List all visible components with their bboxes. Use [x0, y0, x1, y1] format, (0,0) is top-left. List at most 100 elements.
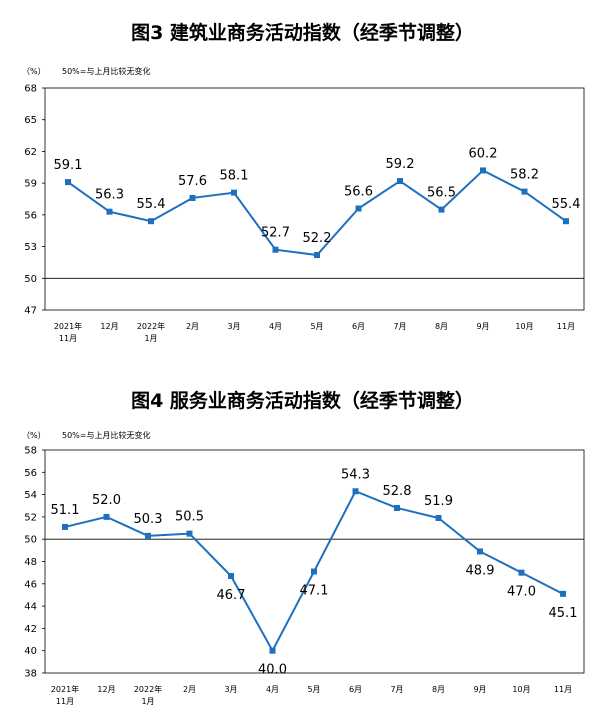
- x-tick-label: 12月: [97, 685, 115, 694]
- y-tick-label: 47: [24, 306, 37, 317]
- data-point: [106, 208, 113, 215]
- x-tick-label: 3月: [224, 685, 237, 694]
- data-label: 52.2: [303, 231, 332, 246]
- chart-1-unit: （%）: [22, 67, 46, 76]
- x-tick-label: 2022年: [134, 684, 162, 694]
- x-tick-label: 7月: [393, 322, 406, 331]
- data-label: 56.3: [95, 188, 124, 203]
- data-point: [148, 218, 154, 225]
- data-point: [272, 246, 279, 253]
- x-tick-label: 5月: [310, 322, 323, 331]
- data-label: 54.3: [341, 467, 370, 482]
- y-tick-label: 62: [24, 147, 37, 158]
- x-tick-label: 7月: [390, 685, 403, 694]
- data-point: [397, 178, 403, 185]
- data-point: [231, 189, 237, 196]
- data-point: [435, 515, 442, 522]
- y-tick-label: 59: [24, 179, 37, 190]
- x-tick-label: 9月: [476, 322, 489, 331]
- data-point: [186, 530, 193, 537]
- data-label: 50.5: [175, 510, 204, 525]
- data-point: [521, 188, 528, 195]
- data-point: [189, 194, 196, 201]
- x-tick-label: 6月: [352, 322, 365, 331]
- chart-2-plot: 38 40 42 44 46 48 50 52 54 56 58 2021年 11月 12月 2022年 1月…: [24, 446, 585, 706]
- data-label: 48.9: [466, 563, 495, 578]
- data-label: 47.1: [300, 584, 329, 599]
- x-tick-label: 5月: [307, 685, 320, 694]
- x-tick-label: 9月: [473, 685, 486, 694]
- data-label: 51.9: [424, 494, 453, 509]
- x-tick-label: 6月: [349, 685, 362, 694]
- x-tick-label: 8月: [432, 685, 445, 694]
- data-label: 56.6: [344, 185, 373, 200]
- data-point: [477, 548, 483, 555]
- y-tick-label: 50: [24, 274, 37, 285]
- y-tick-label: 38: [24, 669, 37, 680]
- data-label: 58.1: [220, 169, 249, 184]
- x-tick-label: 11月: [557, 322, 575, 331]
- y-tick-label: 53: [24, 242, 37, 253]
- data-point: [145, 532, 151, 539]
- data-label: 57.6: [178, 174, 207, 189]
- x-tick-label: 12月: [100, 322, 118, 331]
- x-tick-label: 11月: [56, 697, 74, 706]
- data-label: 40.0: [258, 663, 287, 678]
- y-tick-label: 50: [24, 535, 37, 546]
- data-label: 52.0: [92, 493, 121, 508]
- data-point: [311, 568, 317, 575]
- data-label: 47.0: [507, 585, 536, 600]
- data-label: 59.1: [54, 158, 83, 173]
- y-tick-label: 44: [24, 602, 37, 613]
- y-tick-label: 52: [24, 512, 37, 523]
- data-label: 52.8: [383, 484, 412, 499]
- y-tick-label: 46: [24, 579, 37, 590]
- x-tick-label: 2月: [186, 322, 199, 331]
- x-tick-label: 1月: [144, 334, 157, 343]
- data-point: [560, 590, 566, 597]
- chart-1-plot: 47 50 53 56 59 62 65 68 2021年 11月 12月 2022年 1月 2月 3月 4月…: [24, 84, 585, 343]
- data-point: [355, 205, 362, 212]
- data-point: [394, 504, 400, 511]
- data-point: [62, 523, 68, 530]
- x-tick-label: 4月: [266, 685, 279, 694]
- y-tick-label: 58: [24, 446, 37, 457]
- data-point: [480, 167, 486, 174]
- data-label: 46.7: [217, 588, 246, 603]
- x-tick-label: 2月: [183, 685, 196, 694]
- x-tick-label: 11月: [554, 685, 572, 694]
- chart-1-note: 50%=与上月比较无变化: [62, 67, 151, 76]
- chart-2-title: 图4 服务业商务活动指数（经季节调整）: [131, 390, 474, 412]
- x-tick-label: 2021年: [51, 684, 79, 694]
- plot-frame: [44, 87, 585, 311]
- y-tick-label: 68: [24, 84, 37, 95]
- x-tick-label: 11月: [59, 334, 77, 343]
- data-point: [103, 513, 110, 520]
- data-point: [438, 206, 445, 213]
- data-label: 55.4: [552, 197, 581, 212]
- data-label: 52.7: [261, 226, 290, 241]
- data-label: 56.5: [427, 186, 456, 201]
- y-tick-label: 56: [24, 468, 37, 479]
- y-tick-label: 48: [24, 557, 37, 568]
- data-point: [269, 647, 276, 654]
- x-tick-label: 2022年: [137, 321, 165, 331]
- data-label: 55.4: [137, 197, 166, 212]
- data-point: [518, 569, 525, 576]
- data-point: [563, 218, 569, 225]
- y-tick-label: 65: [24, 115, 37, 126]
- data-label: 45.1: [549, 606, 578, 621]
- data-point: [65, 179, 71, 186]
- x-tick-label: 2021年: [54, 321, 82, 331]
- x-tick-label: 8月: [435, 322, 448, 331]
- plot-frame: [44, 449, 585, 674]
- chart-2-unit: （%）: [22, 431, 46, 440]
- x-tick-label: 4月: [269, 322, 282, 331]
- y-tick-label: 42: [24, 624, 37, 635]
- data-point: [352, 488, 359, 495]
- data-point: [314, 252, 320, 259]
- data-label: 59.2: [386, 157, 415, 172]
- chart-2-note: 50%=与上月比较无变化: [62, 431, 151, 440]
- x-tick-label: 10月: [515, 322, 533, 331]
- y-tick-label: 40: [24, 646, 37, 657]
